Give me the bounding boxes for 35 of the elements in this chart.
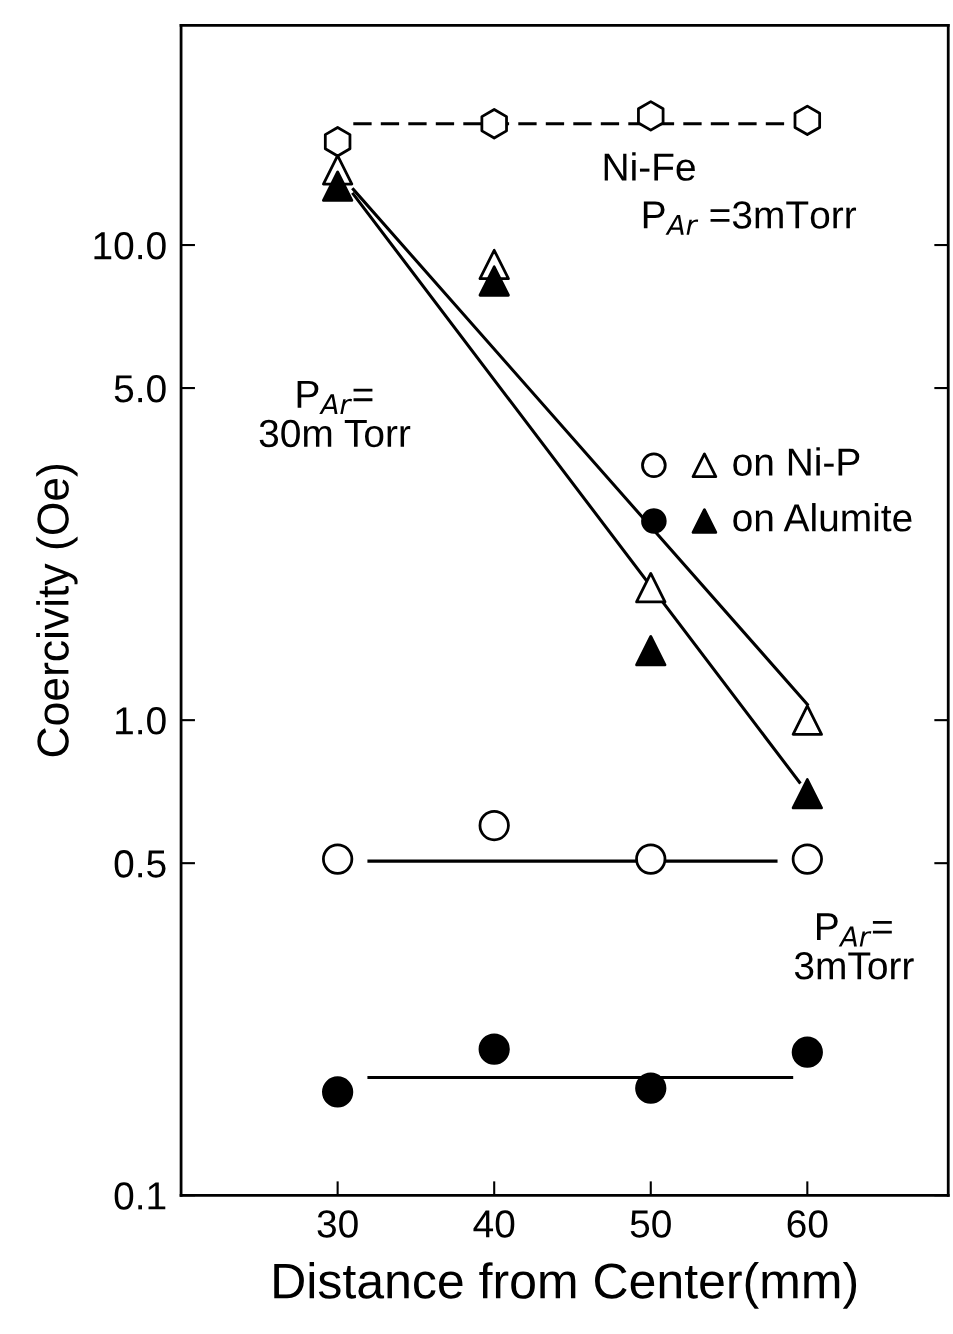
annotation: P$_{Ar}$= 30m Torr bbox=[259, 380, 411, 448]
point bbox=[637, 100, 665, 132]
x-axis-title: Distance from Center(mm) bbox=[274, 1262, 857, 1309]
x-tick-label: 60 bbox=[787, 1210, 828, 1238]
annotation: Ni-Fe bbox=[604, 152, 695, 181]
point bbox=[478, 809, 510, 842]
point bbox=[635, 635, 667, 667]
y-tick-label: 10.0 bbox=[94, 231, 166, 260]
point bbox=[323, 126, 352, 158]
point bbox=[793, 104, 822, 136]
annotation: P$_{Ar}$= 3mTorr bbox=[794, 913, 914, 980]
legend-label: on Ni-P bbox=[733, 447, 860, 476]
point bbox=[791, 843, 823, 875]
point bbox=[635, 572, 667, 604]
point bbox=[791, 704, 823, 736]
point bbox=[791, 778, 823, 810]
y-tick-label: 0.5 bbox=[114, 850, 166, 878]
point bbox=[478, 1033, 510, 1065]
y-axis-title: Coercivity (Oe) bbox=[36, 464, 78, 757]
x-tick-label: 30 bbox=[317, 1210, 358, 1238]
annotation: P$_{Ar}$ =3mTorr bbox=[643, 201, 857, 235]
point bbox=[322, 843, 354, 875]
x-tick-label: 40 bbox=[473, 1210, 515, 1238]
point bbox=[791, 1036, 823, 1068]
legend-label: on Alumite bbox=[733, 503, 912, 532]
point bbox=[322, 170, 354, 202]
point bbox=[635, 1072, 667, 1104]
y-tick-label: 5.0 bbox=[114, 375, 166, 403]
y-tick-label: 1.0 bbox=[116, 707, 166, 735]
y-tick-label: 0.1 bbox=[114, 1182, 166, 1210]
point bbox=[480, 108, 508, 140]
x-tick-label: 50 bbox=[630, 1210, 671, 1238]
point bbox=[322, 1076, 354, 1108]
point bbox=[635, 843, 667, 875]
point bbox=[478, 265, 510, 297]
